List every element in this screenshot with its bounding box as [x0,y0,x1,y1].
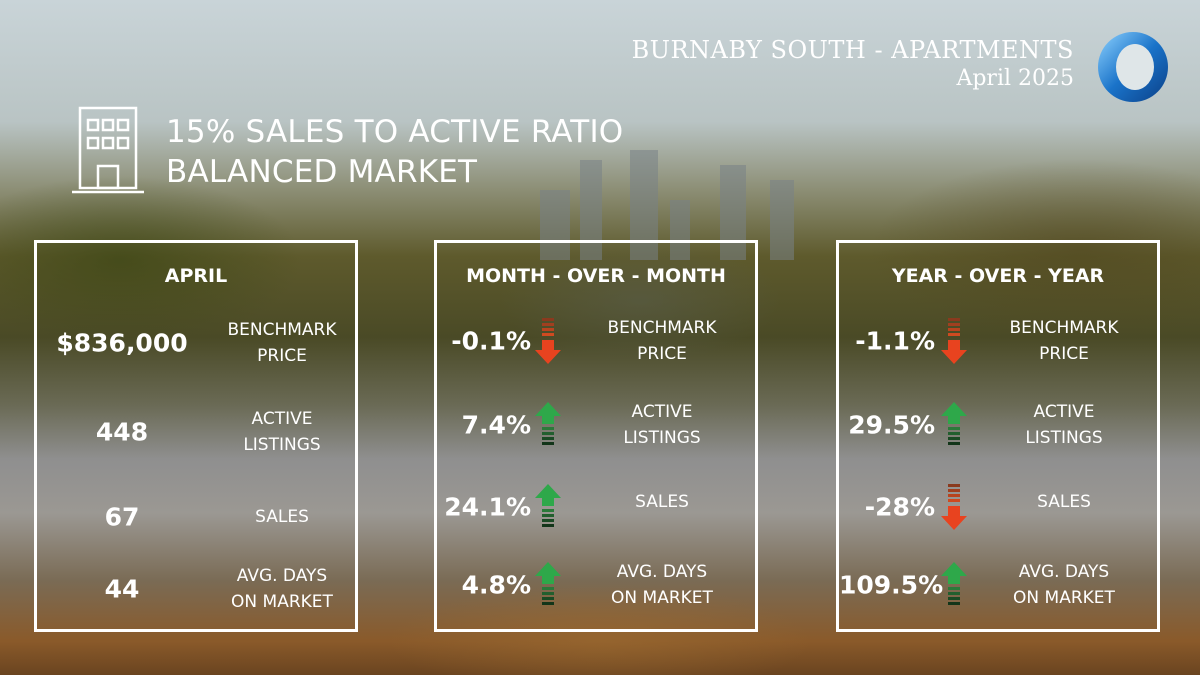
stat-label: AVG. DAYS ON MARKET [1013,562,1115,608]
month-over-month-panel: MONTH - OVER - MONTH -0.1% BENCHMARK PRIC… [434,240,758,632]
area-title: BURNABY SOUTH - APARTMENTS [631,36,1074,64]
up-arrow-icon [535,484,561,527]
stat-label: BENCHMARK PRICE [607,318,717,364]
stat-row: 67 SALES [37,487,355,547]
panel-title: APRIL [164,265,228,287]
stat-label: BENCHMARK PRICE [227,320,337,366]
report-title: BURNABY SOUTH - APARTMENTS April 2025 [632,36,1074,91]
stat-label: ACTIVE LISTINGS [243,409,321,455]
stat-value: -0.1% [451,326,531,356]
stat-row: $836,000 BENCHMARK PRICE [37,313,355,373]
stat-label: SALES [1037,491,1091,512]
panel-title: YEAR - OVER - YEAR [891,265,1105,287]
stat-value: 4.8% [461,570,531,600]
stat-label: AVG. DAYS ON MARKET [231,566,333,612]
stat-row: -28% SALES [839,477,1157,537]
panel-title: MONTH - OVER - MONTH [466,265,726,287]
stat-row: -0.1% BENCHMARK PRICE [437,311,755,371]
stat-row: 448 ACTIVE LISTINGS [37,402,355,462]
stat-value: 29.5% [848,410,935,440]
stat-value: 44 [104,574,140,604]
stat-label: ACTIVE LISTINGS [623,402,701,448]
stat-value: 109.5% [839,570,944,600]
stat-value: 67 [104,502,140,532]
up-arrow-icon [535,562,561,605]
stat-label: SALES [255,507,309,527]
ring-logo-icon [1098,32,1168,102]
report-date: April 2025 [956,66,1074,91]
stat-row: 7.4% ACTIVE LISTINGS [437,395,755,455]
up-arrow-icon [941,402,967,445]
down-arrow-icon [535,318,561,364]
stat-label: ACTIVE LISTINGS [1025,402,1103,448]
stat-value: 7.4% [461,410,531,440]
stat-row: 29.5% ACTIVE LISTINGS [839,395,1157,455]
ratio-headline: 15% SALES TO ACTIVE RATIO [166,114,624,150]
stat-label: BENCHMARK PRICE [1009,318,1119,364]
stat-value: $836,000 [56,328,188,358]
stat-row: -1.1% BENCHMARK PRICE [839,311,1157,371]
stat-row: 4.8% AVG. DAYS ON MARKET [437,555,755,615]
stat-label: AVG. DAYS ON MARKET [611,562,713,608]
market-headline: 15% SALES TO ACTIVE RATIO BALANCED MARKE… [166,112,623,192]
market-status: BALANCED MARKET [166,154,478,190]
stat-row: 44 AVG. DAYS ON MARKET [37,559,355,619]
up-arrow-icon [535,402,561,445]
stat-label: SALES [635,491,689,512]
stat-value: -1.1% [855,326,935,356]
stat-row: 109.5% AVG. DAYS ON MARKET [839,555,1157,615]
stat-value: -28% [864,492,935,522]
year-over-year-panel: YEAR - OVER - YEAR -1.1% BENCHMARK PRICE … [836,240,1160,632]
up-arrow-icon [941,562,967,605]
down-arrow-icon [941,484,967,530]
stat-value: 448 [95,417,149,447]
stat-row: 24.1% SALES [437,477,755,537]
april-panel: APRIL $836,000 BENCHMARK PRICE 448 ACTIVE… [34,240,358,632]
down-arrow-icon [941,318,967,364]
building-icon [72,106,144,194]
stat-value: 24.1% [444,492,531,522]
